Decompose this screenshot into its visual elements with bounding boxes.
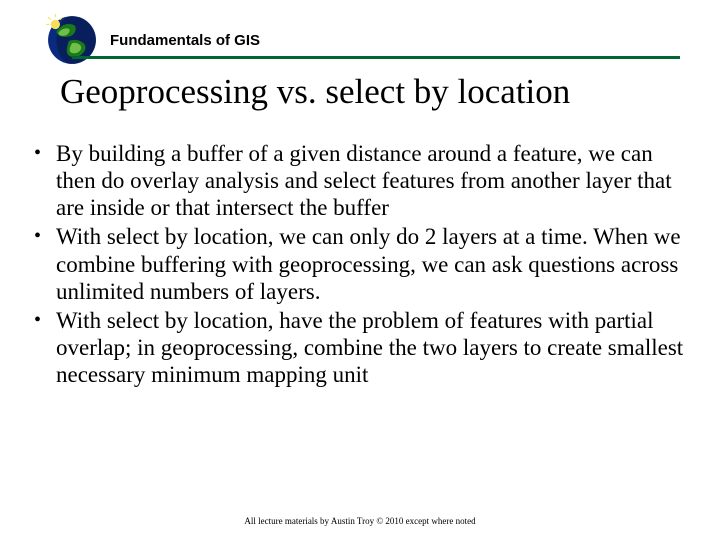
- list-item: By building a buffer of a given distance…: [30, 140, 684, 221]
- list-item: With select by location, we can only do …: [30, 223, 684, 304]
- list-item: With select by location, have the proble…: [30, 307, 684, 388]
- footer-text: All lecture materials by Austin Troy © 2…: [0, 516, 720, 526]
- header-rule: [72, 56, 680, 59]
- bullet-list: By building a buffer of a given distance…: [30, 140, 684, 388]
- slide-body: By building a buffer of a given distance…: [30, 140, 684, 390]
- header-label: Fundamentals of GIS: [110, 32, 260, 49]
- slide-title: Geoprocessing vs. select by location: [60, 72, 570, 112]
- slide: Fundamentals of GIS Geoprocessing vs. se…: [0, 0, 720, 540]
